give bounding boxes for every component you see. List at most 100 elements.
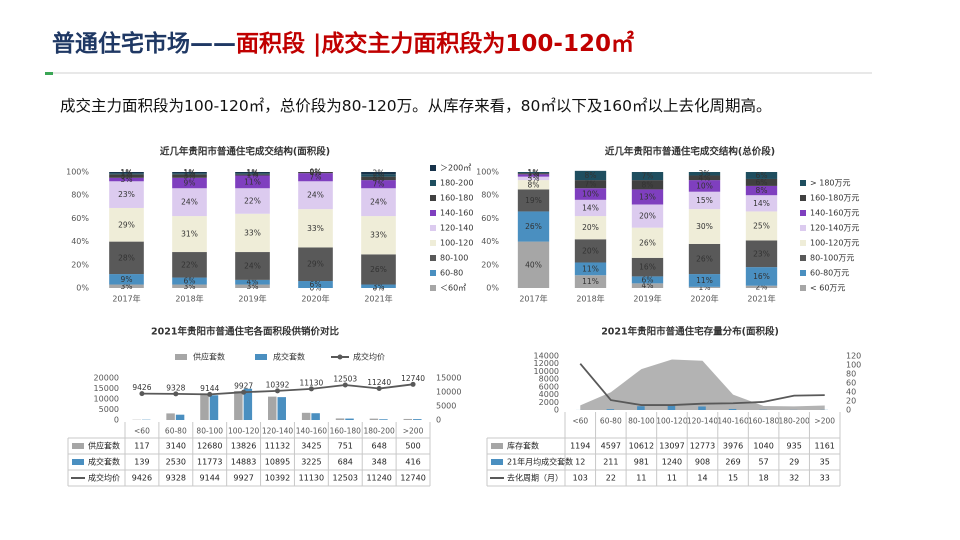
y2-tick-label: 10000 (436, 388, 461, 397)
bar (277, 397, 286, 420)
table-cell: 32 (789, 474, 799, 483)
y-tick-label: 60% (481, 214, 499, 223)
data-label: 24% (181, 198, 198, 207)
table-cell: 57 (759, 458, 769, 467)
data-label: 9927 (234, 382, 253, 391)
bar-segment (172, 216, 207, 253)
data-label: 3% (528, 174, 540, 183)
bar-segment (361, 254, 396, 285)
bar (606, 409, 615, 410)
bar-segment (361, 216, 396, 255)
table-cell: 684 (338, 458, 353, 467)
y-tick-label: 40% (481, 237, 499, 246)
bar (234, 390, 243, 420)
legend-label: 供应套数 (193, 352, 225, 362)
bar-segment (235, 279, 270, 285)
table-cell: 648 (372, 442, 387, 451)
data-label: 9% (184, 179, 196, 188)
y2-tick-label: 100 (846, 361, 861, 370)
x-tick-label: 2020年 (301, 294, 329, 304)
legend-label: 80-100 (440, 254, 468, 263)
data-label: 19% (525, 196, 542, 205)
bar-segment (517, 241, 550, 288)
bar-segment (517, 211, 550, 242)
data-label: 6% (184, 277, 196, 286)
y2-tick-label: 40 (846, 388, 856, 397)
x-tick-label: >200 (403, 427, 424, 436)
table-cell: 1194 (570, 442, 590, 451)
bar-segment (109, 177, 144, 182)
data-label: 3% (184, 282, 196, 291)
line-marker (207, 391, 213, 397)
y-tick-label: 8000 (539, 375, 559, 384)
table-cell: 15 (728, 474, 738, 483)
bar (200, 393, 209, 420)
bar-segment (631, 257, 664, 277)
line-marker (241, 389, 247, 395)
data-label: 9328 (166, 383, 185, 392)
bar-segment (517, 189, 550, 212)
bar-segment (172, 252, 207, 278)
x-tick-label: 100-120 (656, 417, 688, 426)
bar-segment (574, 239, 607, 263)
table-cell: 11132 (265, 442, 290, 451)
table-row-label: 供应套数 (88, 441, 120, 451)
bar-segment (745, 285, 778, 288)
x-tick-label: 2021年 (747, 294, 775, 304)
bar-segment (109, 284, 144, 288)
bar-segment (361, 176, 396, 181)
bar-segment (745, 195, 778, 212)
x-tick-label: 80-100 (196, 427, 223, 436)
table-cell: 3425 (301, 442, 321, 451)
legend-swatch (430, 285, 436, 291)
slide-title: 普通住宅市场——面积段 |成交主力面积段为100-120㎡ (52, 30, 634, 57)
table-cell: 13097 (659, 442, 684, 451)
table-cell: 9927 (233, 474, 253, 483)
data-label: 11240 (367, 378, 391, 387)
table-cell: 13826 (231, 442, 256, 451)
data-label: 6% (642, 275, 654, 284)
y2-tick-label: 0 (846, 406, 851, 415)
bar (728, 408, 737, 410)
table-cell: 1240 (662, 458, 682, 467)
line-marker (275, 388, 280, 394)
bar (268, 396, 277, 420)
data-label: 1% (121, 168, 133, 177)
table-cell: 12680 (197, 442, 222, 451)
data-label: 1% (247, 170, 259, 179)
legend-label: ＜60㎡ (440, 284, 466, 293)
legend-label: 成交均价 (353, 352, 385, 362)
data-label: 1% (184, 168, 196, 177)
data-label: 1% (247, 169, 259, 178)
y-tick-label: 15000 (94, 384, 119, 393)
data-label: 3% (373, 282, 385, 291)
bar-segment (361, 172, 396, 175)
data-label: 26% (696, 255, 713, 264)
table-row-label: 成交套数 (88, 457, 120, 467)
table-cell: 751 (338, 442, 353, 451)
data-label: 3% (373, 174, 385, 183)
bar (175, 414, 185, 420)
table-cell: 11773 (197, 458, 222, 467)
bar-segment (235, 174, 270, 176)
chart-title: 2021年贵阳市普通住宅存量分布(面积段) (601, 326, 779, 338)
data-label: 1% (121, 169, 133, 178)
y-tick-label: 5000 (99, 405, 119, 414)
y2-tick-label: 60 (846, 379, 856, 388)
data-label: 8% (642, 180, 654, 189)
data-label: 3% (121, 282, 133, 291)
x-tick-label: 80-100 (628, 417, 655, 426)
legend-label: 160-180 (440, 194, 473, 203)
x-tick-label: 160-180 (748, 417, 780, 426)
y2-tick-label: 15000 (436, 374, 461, 383)
bar-segment (688, 175, 721, 181)
data-label: 6% (756, 178, 768, 187)
table-row-label: 库存套数 (507, 441, 539, 451)
legend-label: 60-80 (440, 269, 463, 278)
bar-segment (235, 213, 270, 253)
bar-segment (631, 227, 664, 258)
legend-label: 80-100万元 (810, 254, 854, 263)
title-lead: 普通住宅市场—— (52, 30, 236, 57)
bar (209, 395, 219, 420)
data-label: 20% (582, 223, 599, 232)
